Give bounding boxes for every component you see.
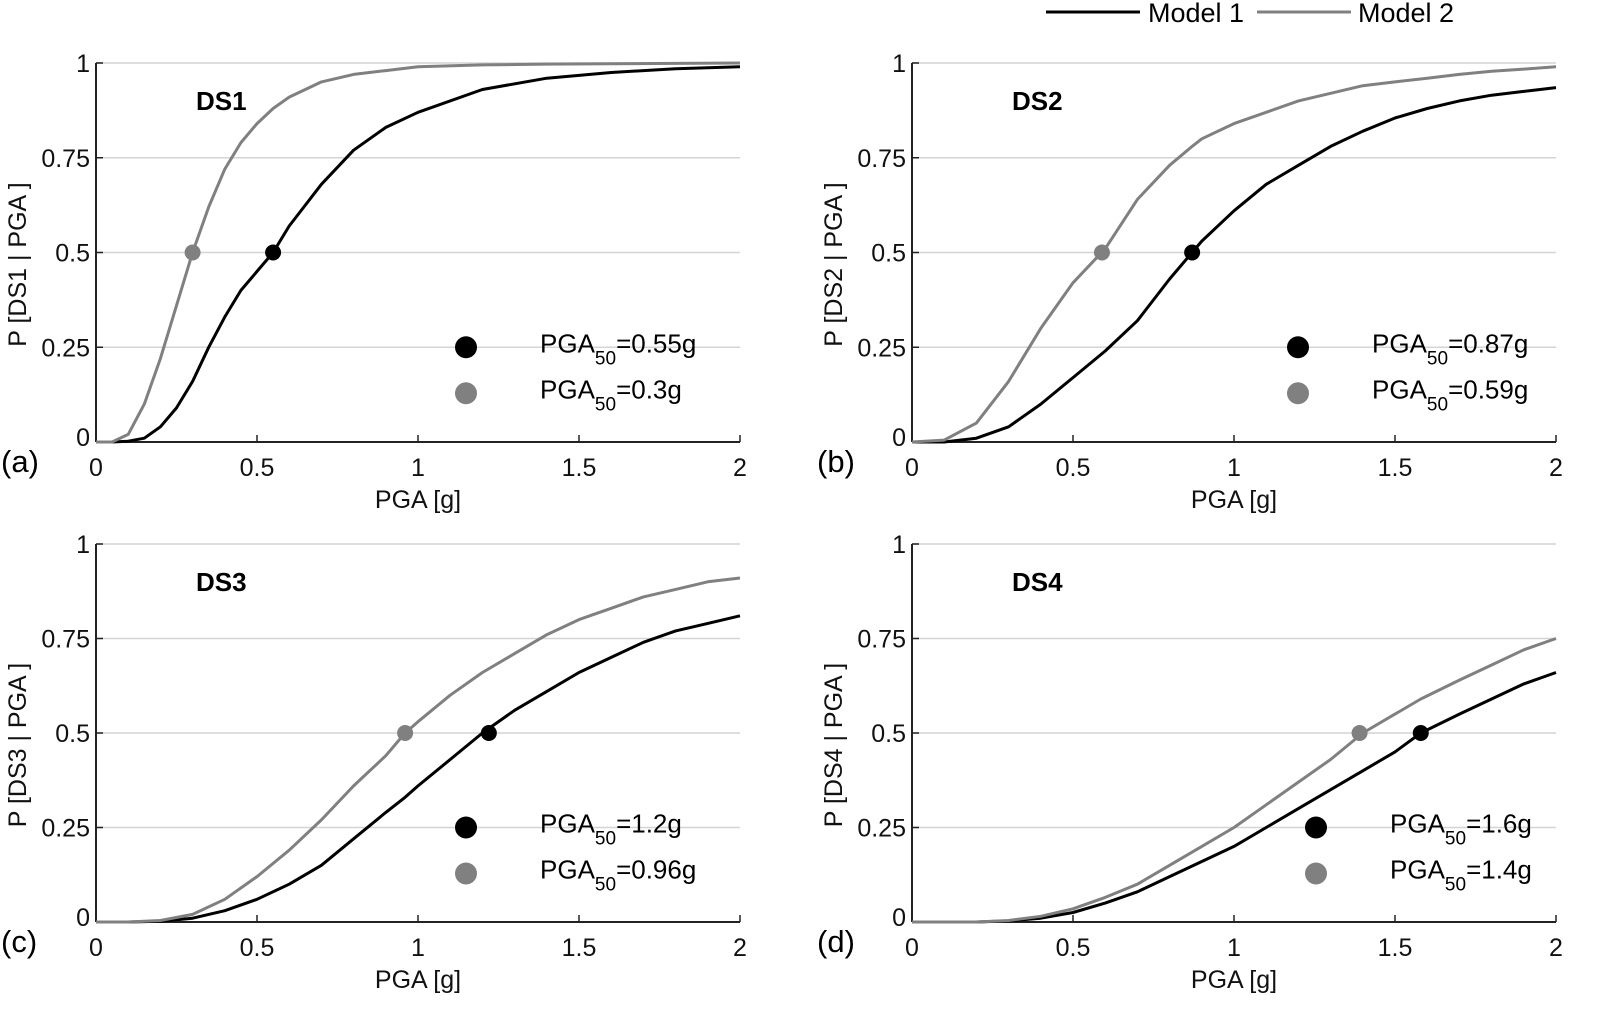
panel-title: DS3 [196,567,247,597]
panel-letter: (c) [1,924,37,959]
annotation-marker [1287,382,1309,405]
x-tick-label: 2 [1549,454,1563,482]
annotation-text: PGA50=1.4g [1390,855,1532,896]
x-tick-label: 2 [1549,934,1563,962]
annotation-text: PGA50=0.3g [540,374,682,415]
annotation-marker [455,816,477,839]
panel-ds3: 0 0.25 0.5 0.75 1 0 0.5 1 1.5 2 PGA [g] P [DS3 | PG… [1,531,747,994]
x-tick-label: 0.5 [240,454,275,482]
median-marker-model-1 [1184,244,1201,261]
x-tick-label: 2 [733,934,747,962]
x-tick-label: 2 [733,454,747,482]
y-tick-label: 0.5 [55,720,90,748]
y-tick-label: 0.75 [857,145,906,173]
y-tick-label: 0.25 [41,815,90,843]
y-axis-label: P [DS1 | PGA ] [4,182,32,346]
x-axis-label: PGA [g] [375,486,461,514]
panel-ds1: 0 0.25 0.5 0.75 1 0 0.5 1 1.5 2 PGA [g] P [DS1 | PG… [1,50,747,514]
annotation-text: PGA50=0.59g [1372,374,1528,415]
annotation-text: PGA50=1.6g [1390,809,1532,850]
median-marker-model-1 [480,725,497,741]
y-tick-label: 0.5 [871,240,906,268]
legend: Model 1 Model 2 [1046,0,1454,28]
median-marker-model-1 [1412,725,1429,741]
annotation-text: PGA50=0.87g [1372,328,1528,369]
y-tick-label: 0.5 [871,720,906,748]
panel-letter: (a) [1,444,39,479]
y-axis-label: P [DS4 | PGA ] [820,663,848,827]
y-tick-label: 0.25 [857,334,906,362]
series-line-model-1 [912,86,1557,444]
x-tick-label: 1 [1227,934,1241,962]
x-tick-label: 1.5 [562,934,597,962]
annotation-marker [455,382,477,405]
median-marker-model-2 [184,244,201,261]
annotation-text: PGA50=0.55g [540,328,696,369]
legend-label-model-1: Model 1 [1148,0,1244,28]
series-line-model-2 [912,637,1557,924]
median-marker-model-2 [1093,244,1110,261]
panel-ds4: 0 0.25 0.5 0.75 1 0 0.5 1 1.5 2 PGA [g] P [DS4 | PG… [817,531,1563,994]
annotation-text: PGA50=1.2g [540,809,682,850]
y-tick-label: 0.25 [41,334,90,362]
annotation-marker [1305,816,1327,839]
series-line-model-2 [96,576,741,924]
series-line-model-1 [96,65,741,444]
x-tick-label: 1 [1227,454,1241,482]
panel-ds2: 0 0.25 0.5 0.75 1 0 0.5 1 1.5 2 PGA [g] P [DS2 | PG… [817,50,1563,514]
panel-letter: (b) [817,444,855,479]
y-tick-label: 0.5 [55,240,90,268]
median-marker-model-2 [397,725,414,741]
x-axis-label: PGA [g] [375,966,461,994]
annotation-marker [1305,862,1327,885]
series-line-model-2 [96,61,741,444]
annotation-marker [455,336,477,359]
x-tick-label: 1.5 [562,454,597,482]
y-tick-label: 1 [76,531,90,559]
x-tick-label: 0 [89,934,103,962]
x-axis-label: PGA [g] [1191,966,1277,994]
panel-letter: (d) [817,924,855,959]
legend-label-model-2: Model 2 [1358,0,1454,28]
y-tick-label: 1 [892,50,906,78]
x-tick-label: 0.5 [1056,934,1091,962]
y-tick-label: 0 [892,424,906,452]
panel-title: DS4 [1012,567,1063,597]
y-tick-label: 0 [76,904,90,932]
panel-title: DS1 [196,86,247,116]
y-tick-label: 0 [76,424,90,452]
y-axis-label: P [DS3 | PGA ] [4,663,32,827]
y-tick-label: 0.75 [41,145,90,173]
series-line-model-1 [96,614,741,924]
x-tick-label: 0.5 [240,934,275,962]
x-tick-label: 0.5 [1056,454,1091,482]
annotation-marker [1287,336,1309,359]
x-tick-label: 1.5 [1378,934,1413,962]
x-tick-label: 0 [905,934,919,962]
y-tick-label: 0.75 [857,626,906,654]
y-tick-label: 0.75 [41,626,90,654]
panel-title: DS2 [1012,86,1063,116]
x-tick-label: 0 [905,454,919,482]
median-marker-model-2 [1351,725,1368,741]
y-tick-label: 0 [892,904,906,932]
y-tick-label: 1 [76,50,90,78]
y-axis-label: P [DS2 | PGA ] [820,182,848,346]
median-marker-model-1 [265,244,282,261]
x-axis-label: PGA [g] [1191,486,1277,514]
x-tick-label: 1 [411,934,425,962]
series-line-model-2 [911,65,1557,444]
x-tick-label: 0 [89,454,103,482]
annotation-text: PGA50=0.96g [540,855,696,896]
x-tick-label: 1.5 [1378,454,1413,482]
y-tick-label: 1 [892,531,906,559]
annotation-marker [455,862,477,885]
y-tick-label: 0.25 [857,815,906,843]
x-tick-label: 1 [411,454,425,482]
